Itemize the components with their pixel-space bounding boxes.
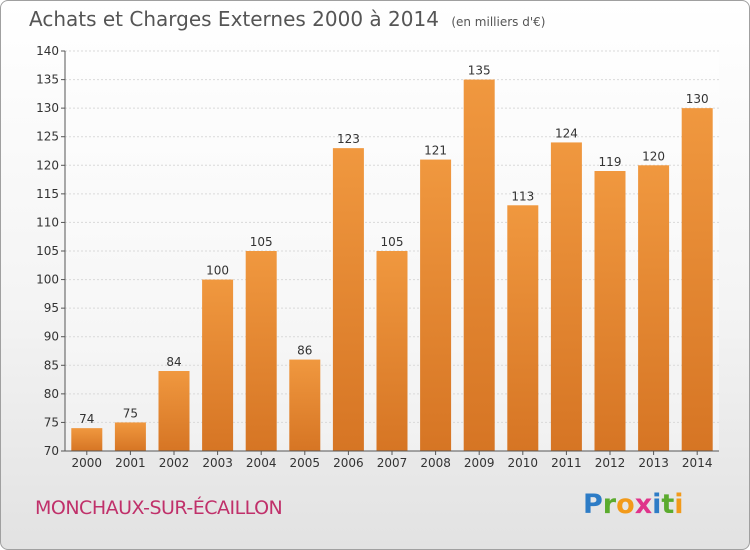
location-name: MONCHAUX-SUR-ÉCAILLON: [35, 497, 283, 519]
bar-2010: [507, 205, 539, 451]
bar-2011: [550, 142, 582, 451]
bar-2009: [463, 79, 495, 452]
value-label-2007: 105: [381, 235, 404, 249]
x-tick-label-2005: 2005: [290, 456, 321, 470]
y-tick-label: 105: [36, 244, 59, 258]
bar-2005: [289, 359, 321, 451]
value-label-2002: 84: [166, 355, 181, 369]
logo-letter: P: [583, 489, 603, 520]
value-label-2012: 119: [599, 155, 622, 169]
value-label-2010: 113: [511, 189, 534, 203]
y-tick-label: 110: [36, 215, 59, 229]
logo-letter: t: [661, 489, 675, 520]
chart-unit-subtitle: (en milliers d'€): [451, 15, 546, 29]
bar-2013: [638, 165, 670, 452]
x-tick-label-2003: 2003: [202, 456, 233, 470]
x-tick-label-2013: 2013: [638, 456, 669, 470]
chart-title-block: Achats et Charges Externes 2000 à 2014 (…: [29, 7, 545, 31]
bar-2008: [420, 159, 452, 452]
bar-2001: [114, 422, 146, 451]
y-tick-label: 130: [36, 101, 59, 115]
x-tick-label-2011: 2011: [551, 456, 582, 470]
y-tick-label: 90: [44, 330, 59, 344]
value-label-2014: 130: [686, 92, 709, 106]
x-tick-label-2008: 2008: [420, 456, 451, 470]
y-tick-label: 135: [36, 73, 59, 87]
y-tick-label: 95: [44, 301, 59, 315]
x-tick-label-2010: 2010: [508, 456, 539, 470]
x-tick-label-2012: 2012: [595, 456, 626, 470]
value-label-2013: 120: [642, 149, 665, 163]
bar-2000: [71, 428, 103, 451]
value-label-2006: 123: [337, 132, 360, 146]
value-label-2004: 105: [250, 235, 273, 249]
proxiti-logo: Proxiti: [583, 489, 684, 520]
value-label-2003: 100: [206, 264, 229, 278]
bar-2002: [158, 371, 190, 451]
x-tick-label-2009: 2009: [464, 456, 495, 470]
x-tick-label-2002: 2002: [159, 456, 190, 470]
value-label-2005: 86: [297, 344, 312, 358]
y-tick-label: 80: [44, 387, 59, 401]
y-tick-label: 70: [44, 444, 59, 458]
value-label-2011: 124: [555, 126, 578, 140]
value-label-2008: 121: [424, 144, 447, 158]
bar-2012: [594, 171, 626, 451]
x-tick-label-2006: 2006: [333, 456, 364, 470]
x-tick-label-2000: 2000: [72, 456, 103, 470]
bar-2006: [332, 148, 364, 451]
y-tick-label: 140: [36, 44, 59, 58]
y-tick-label: 115: [36, 187, 59, 201]
logo-letter: x: [634, 489, 653, 520]
x-tick-label-2004: 2004: [246, 456, 277, 470]
bar-2003: [202, 279, 234, 451]
chart-title: Achats et Charges Externes 2000 à 2014: [29, 7, 439, 31]
bar-2007: [376, 251, 408, 451]
logo-letter: r: [602, 489, 617, 520]
logo-letter: i: [652, 489, 662, 520]
x-tick-label-2001: 2001: [115, 456, 146, 470]
y-tick-label: 85: [44, 358, 59, 372]
y-tick-label: 125: [36, 130, 59, 144]
y-tick-label: 75: [44, 415, 59, 429]
x-tick-label-2014: 2014: [682, 456, 713, 470]
value-label-2000: 74: [79, 412, 94, 426]
x-tick-label-2007: 2007: [377, 456, 408, 470]
logo-letter: i: [674, 489, 684, 520]
value-label-2001: 75: [123, 406, 138, 420]
logo-letter: o: [616, 489, 635, 520]
y-tick-label: 120: [36, 158, 59, 172]
y-tick-label: 100: [36, 273, 59, 287]
bar-2014: [681, 108, 713, 452]
value-label-2009: 135: [468, 64, 491, 78]
bar-2004: [245, 251, 277, 451]
